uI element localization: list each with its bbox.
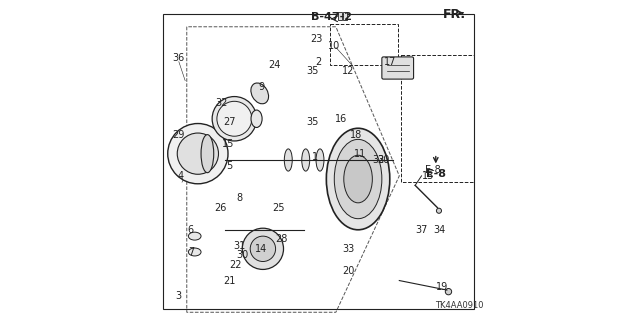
Text: 29: 29	[173, 130, 185, 140]
Text: 21: 21	[223, 276, 236, 285]
Text: 32: 32	[216, 98, 228, 108]
Ellipse shape	[301, 149, 310, 171]
Text: 27: 27	[223, 117, 236, 127]
Circle shape	[243, 228, 284, 269]
Bar	[401, 55, 474, 182]
Text: 30: 30	[236, 250, 248, 260]
Circle shape	[436, 208, 442, 213]
Text: E-8: E-8	[425, 164, 440, 174]
Circle shape	[168, 124, 228, 184]
Text: 8: 8	[236, 193, 242, 203]
Ellipse shape	[251, 110, 262, 127]
Text: 25: 25	[273, 203, 285, 212]
Ellipse shape	[334, 140, 382, 219]
Text: 5: 5	[227, 161, 233, 171]
Text: 4: 4	[177, 171, 184, 181]
Bar	[330, 24, 397, 65]
Text: 20: 20	[377, 155, 390, 165]
Text: 34: 34	[433, 225, 445, 235]
Text: 14: 14	[255, 244, 268, 254]
Circle shape	[445, 288, 452, 295]
Circle shape	[212, 97, 257, 141]
Text: 20: 20	[342, 266, 355, 276]
Ellipse shape	[188, 248, 201, 256]
Text: E-8: E-8	[426, 169, 446, 179]
Ellipse shape	[326, 128, 390, 230]
Circle shape	[177, 133, 218, 174]
Text: 18: 18	[350, 130, 363, 140]
Text: 36: 36	[173, 53, 185, 63]
Text: 7: 7	[188, 247, 195, 257]
Bar	[339, 12, 342, 20]
Text: 11: 11	[353, 149, 366, 159]
Text: 9: 9	[259, 82, 264, 92]
Text: 6: 6	[187, 225, 193, 235]
Bar	[343, 12, 347, 20]
Ellipse shape	[344, 155, 372, 203]
Text: 24: 24	[268, 60, 280, 70]
Text: 17: 17	[383, 57, 396, 67]
Text: 33: 33	[372, 155, 385, 165]
Text: 12: 12	[342, 66, 355, 76]
Circle shape	[250, 236, 276, 261]
Text: 26: 26	[214, 203, 227, 212]
Ellipse shape	[188, 232, 201, 240]
Text: 31: 31	[233, 241, 245, 251]
Ellipse shape	[251, 83, 269, 104]
Text: 22: 22	[230, 260, 242, 270]
Text: 33: 33	[342, 244, 355, 254]
Text: TK4AA0910: TK4AA0910	[435, 301, 484, 310]
Text: 2: 2	[316, 57, 321, 67]
Text: 15: 15	[222, 139, 234, 149]
Text: 35: 35	[306, 66, 318, 76]
FancyBboxPatch shape	[382, 57, 413, 79]
Text: 35: 35	[306, 117, 318, 127]
Circle shape	[217, 101, 252, 136]
Text: FR.: FR.	[444, 8, 467, 20]
Ellipse shape	[201, 135, 214, 173]
Ellipse shape	[316, 149, 324, 171]
Text: 10: 10	[328, 41, 340, 51]
Text: 28: 28	[276, 234, 288, 244]
Text: 37: 37	[415, 225, 428, 235]
Ellipse shape	[284, 149, 292, 171]
Text: B-47-2: B-47-2	[310, 12, 351, 22]
Text: 16: 16	[335, 114, 347, 124]
Text: 19: 19	[436, 282, 448, 292]
Text: 1: 1	[312, 152, 318, 162]
Text: 13: 13	[422, 171, 434, 181]
Text: 3: 3	[176, 292, 182, 301]
Text: 23: 23	[310, 35, 323, 44]
